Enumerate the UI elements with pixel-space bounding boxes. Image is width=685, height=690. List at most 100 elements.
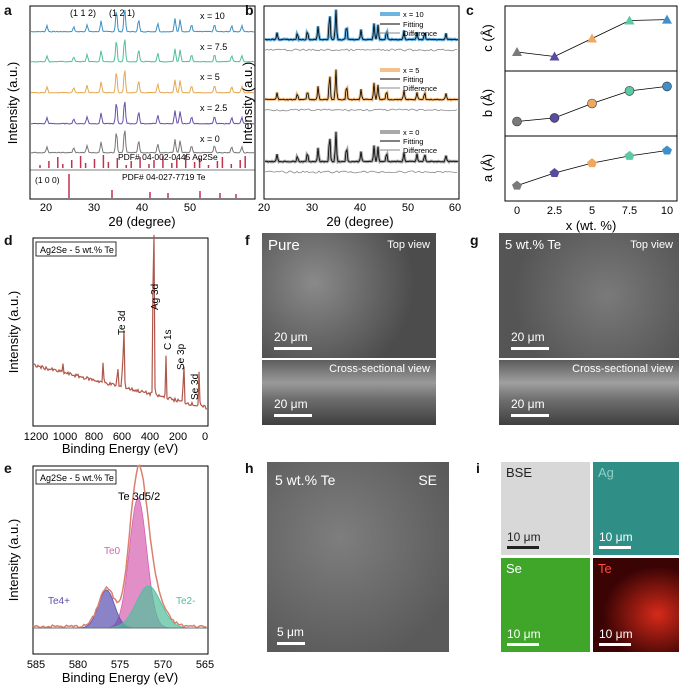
svg-text:x = 5: x = 5 bbox=[403, 66, 419, 75]
lattice-point bbox=[662, 145, 672, 155]
f-title: Pure bbox=[268, 237, 300, 254]
peak-label-112: (1 1 2) bbox=[70, 8, 96, 18]
d-peak-ag3d: Ag 3d bbox=[150, 284, 161, 310]
lattice-point bbox=[662, 81, 672, 92]
panel-label-d: d bbox=[4, 232, 13, 248]
c-xtick: 0 bbox=[514, 205, 520, 217]
b-legend-x10: x = 10 Fitting Difference bbox=[380, 10, 437, 38]
b-tick-50: 50 bbox=[402, 202, 414, 214]
peak-label-121: (1 2 1) bbox=[109, 8, 135, 18]
eds-map-te: Te 10 μm bbox=[593, 558, 679, 652]
sem-pure-top: Pure Top view 20 μm bbox=[262, 233, 436, 358]
panel-b-frame bbox=[263, 5, 460, 200]
panel-e-xps-te: Ag2Se - 5 wt.% Te Te 3d5/2 Te0 Te4+ Te2-… bbox=[6, 464, 214, 685]
b-legend-x0: x = 0 Fitting Difference bbox=[380, 128, 437, 155]
a-tick-50: 50 bbox=[184, 202, 196, 214]
sem-5te-top: 5 wt.% Te Top view 20 μm bbox=[499, 233, 679, 358]
fit-1 bbox=[264, 69, 459, 101]
svg-text:565: 565 bbox=[196, 659, 214, 671]
fit-2 bbox=[264, 131, 459, 163]
b-tick-30: 30 bbox=[306, 202, 318, 214]
svg-text:Difference: Difference bbox=[403, 146, 437, 155]
lattice-point bbox=[512, 180, 522, 190]
d-peak-te3d: Te 3d bbox=[117, 311, 128, 335]
d-peak-c1s: C 1s bbox=[163, 329, 174, 350]
svg-text:200: 200 bbox=[169, 431, 187, 443]
lattice-line-2 bbox=[516, 150, 668, 186]
d-legend: Ag2Se - 5 wt.% Te bbox=[40, 245, 114, 255]
panel-label-e: e bbox=[4, 460, 12, 476]
b-xlabel: 2θ (degree) bbox=[326, 214, 393, 229]
panel-b-refinement: x = 10 Fitting Difference x = 5 Fitting … bbox=[240, 5, 461, 229]
svg-text:1000: 1000 bbox=[53, 431, 77, 443]
svg-text:Fitting: Fitting bbox=[403, 75, 423, 84]
xrd-curves bbox=[30, 9, 255, 154]
d-ylabel: Intensity (a.u.) bbox=[6, 291, 21, 373]
lattice-point bbox=[587, 158, 597, 168]
a-tick-20: 20 bbox=[40, 202, 52, 214]
curve-label-x2_5: x = 2.5 bbox=[200, 103, 227, 113]
sem-5te-se: 5 wt.% Te SE 5 μm bbox=[267, 462, 449, 652]
panel-label-c: c bbox=[466, 2, 474, 18]
svg-text:570: 570 bbox=[154, 659, 172, 671]
e-main-label: Te 3d5/2 bbox=[118, 491, 160, 503]
b-tick-40: 40 bbox=[354, 202, 366, 214]
svg-text:600: 600 bbox=[113, 431, 131, 443]
lattice-point bbox=[587, 33, 597, 43]
lattice-point bbox=[662, 14, 672, 24]
svg-text:585: 585 bbox=[27, 659, 45, 671]
e-xlabel: Binding Energy (eV) bbox=[62, 670, 178, 685]
lattice-point bbox=[549, 51, 560, 61]
ref-peak-100: (1 0 0) bbox=[35, 175, 60, 185]
svg-text:Difference: Difference bbox=[403, 29, 437, 38]
panel-d-xps-survey: Ag2Se - 5 wt.% Te Te 3d Ag 3d C 1s Se 3p… bbox=[6, 234, 209, 455]
lattice-point bbox=[549, 168, 560, 177]
xrd-curve-2 bbox=[30, 70, 255, 94]
xrd-curve-1 bbox=[30, 39, 255, 63]
g-cross-view: Cross-sectional view bbox=[572, 363, 673, 375]
c-ylabel-b: b (Å) bbox=[480, 89, 495, 117]
diff-2 bbox=[264, 170, 458, 174]
lattice-point bbox=[624, 15, 635, 25]
xps-comp-0 bbox=[33, 497, 208, 629]
h-scale: 5 μm bbox=[277, 625, 304, 639]
svg-text:x = 10: x = 10 bbox=[403, 10, 424, 19]
c-ylabel-a: a (Å) bbox=[480, 154, 495, 182]
svg-text:800: 800 bbox=[85, 431, 103, 443]
f-top-view: Top view bbox=[387, 239, 430, 251]
e-legend: Ag2Se - 5 wt.% Te bbox=[40, 473, 114, 483]
fit-0 bbox=[264, 9, 459, 41]
panel-d-frame bbox=[32, 237, 209, 427]
curve-label-x7_5: x = 7.5 bbox=[200, 42, 227, 52]
d-xlabel: Binding Energy (eV) bbox=[62, 441, 178, 455]
svg-text:Fitting: Fitting bbox=[403, 20, 423, 29]
ref-pattern-te bbox=[68, 174, 237, 198]
eds-map-bse: BSE 10 μm bbox=[501, 462, 590, 555]
svg-text:0: 0 bbox=[202, 431, 208, 443]
c-xlabel: x (wt. %) bbox=[566, 218, 617, 233]
a-tick-40: 40 bbox=[136, 202, 148, 214]
g-title: 5 wt.% Te bbox=[505, 237, 562, 252]
g-scale-cross: 20 μm bbox=[511, 397, 545, 411]
xrd-curve-0 bbox=[31, 9, 254, 33]
xps-survey-curve bbox=[33, 234, 208, 410]
b-ylabel: Intensity (a.u.) bbox=[240, 62, 255, 144]
curve-label-x0: x = 0 bbox=[200, 134, 220, 144]
panel-label-a: a bbox=[4, 2, 12, 18]
svg-text:575: 575 bbox=[111, 659, 129, 671]
curve-label-x10: x = 10 bbox=[200, 11, 225, 21]
sem-pure-cross: Cross-sectional view 20 μm bbox=[262, 360, 436, 425]
lattice-point bbox=[549, 113, 560, 123]
eds-map-ag: Ag 10 μm bbox=[593, 462, 679, 555]
c-xtick: 2.5 bbox=[547, 205, 562, 217]
c-xtick: 5 bbox=[589, 205, 595, 217]
b-tick-60: 60 bbox=[449, 202, 461, 214]
panel-a-xrd: (1 1 2) (1 2 1) x = 10 x = 7.5 x = 5 x =… bbox=[5, 5, 256, 229]
c-ylabel-c: c (Å) bbox=[480, 24, 495, 51]
panel-label-i: i bbox=[476, 460, 480, 476]
h-title: 5 wt.% Te bbox=[275, 472, 336, 488]
svg-text:Difference: Difference bbox=[403, 84, 437, 93]
lattice-point bbox=[587, 98, 597, 109]
a-xlabel: 2θ (degree) bbox=[108, 214, 175, 229]
lattice-point bbox=[624, 86, 635, 96]
